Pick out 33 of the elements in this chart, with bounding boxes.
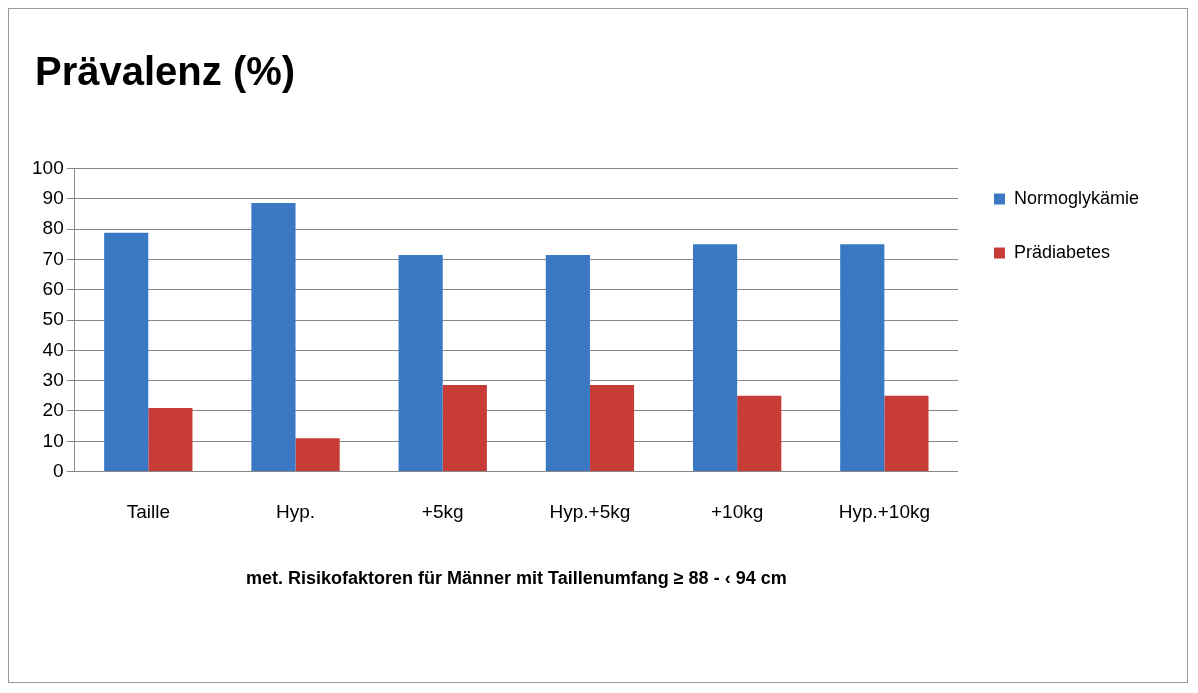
chart-title: Prävalenz (%)	[35, 49, 296, 94]
legend-label: Normoglykämie	[1013, 187, 1140, 208]
y-tick-label: 40	[42, 338, 64, 360]
x-tick-label: +10kg	[711, 501, 764, 523]
bar	[692, 244, 738, 472]
x-tick-label: Taille	[126, 501, 170, 523]
x-axis-title: met. Risikofaktoren für Männer mit Taillenumfang ≥ 88 - ‹ 94 cm	[246, 568, 787, 589]
y-tick-label: 60	[42, 277, 64, 299]
x-tick-label: +5kg	[421, 501, 464, 523]
x-tick-label: Hyp.+10kg	[838, 501, 931, 523]
y-tick-label: 20	[42, 399, 64, 421]
y-tick-label: 90	[42, 186, 64, 208]
x-tick-label: Hyp.	[275, 501, 316, 523]
bar	[104, 232, 149, 472]
bar	[251, 202, 296, 472]
bar	[737, 395, 782, 472]
x-tick-label: Hyp.+5kg	[549, 501, 631, 523]
y-tick-label: 100	[32, 156, 64, 178]
bar	[442, 384, 487, 472]
bar	[589, 384, 635, 472]
bar	[884, 395, 929, 472]
y-tick-label: 10	[42, 429, 64, 451]
legend-label: Prädiabetes	[1013, 241, 1111, 262]
y-tick-label: 0	[53, 459, 64, 481]
y-tick-label: 30	[42, 368, 64, 390]
bar	[840, 244, 885, 472]
y-tick-label: 70	[42, 247, 64, 269]
bar	[295, 438, 340, 472]
bar	[545, 255, 590, 472]
y-tick-label: 80	[42, 217, 64, 239]
y-tick-label: 50	[42, 308, 64, 330]
bar	[148, 407, 193, 472]
bar	[398, 255, 443, 472]
